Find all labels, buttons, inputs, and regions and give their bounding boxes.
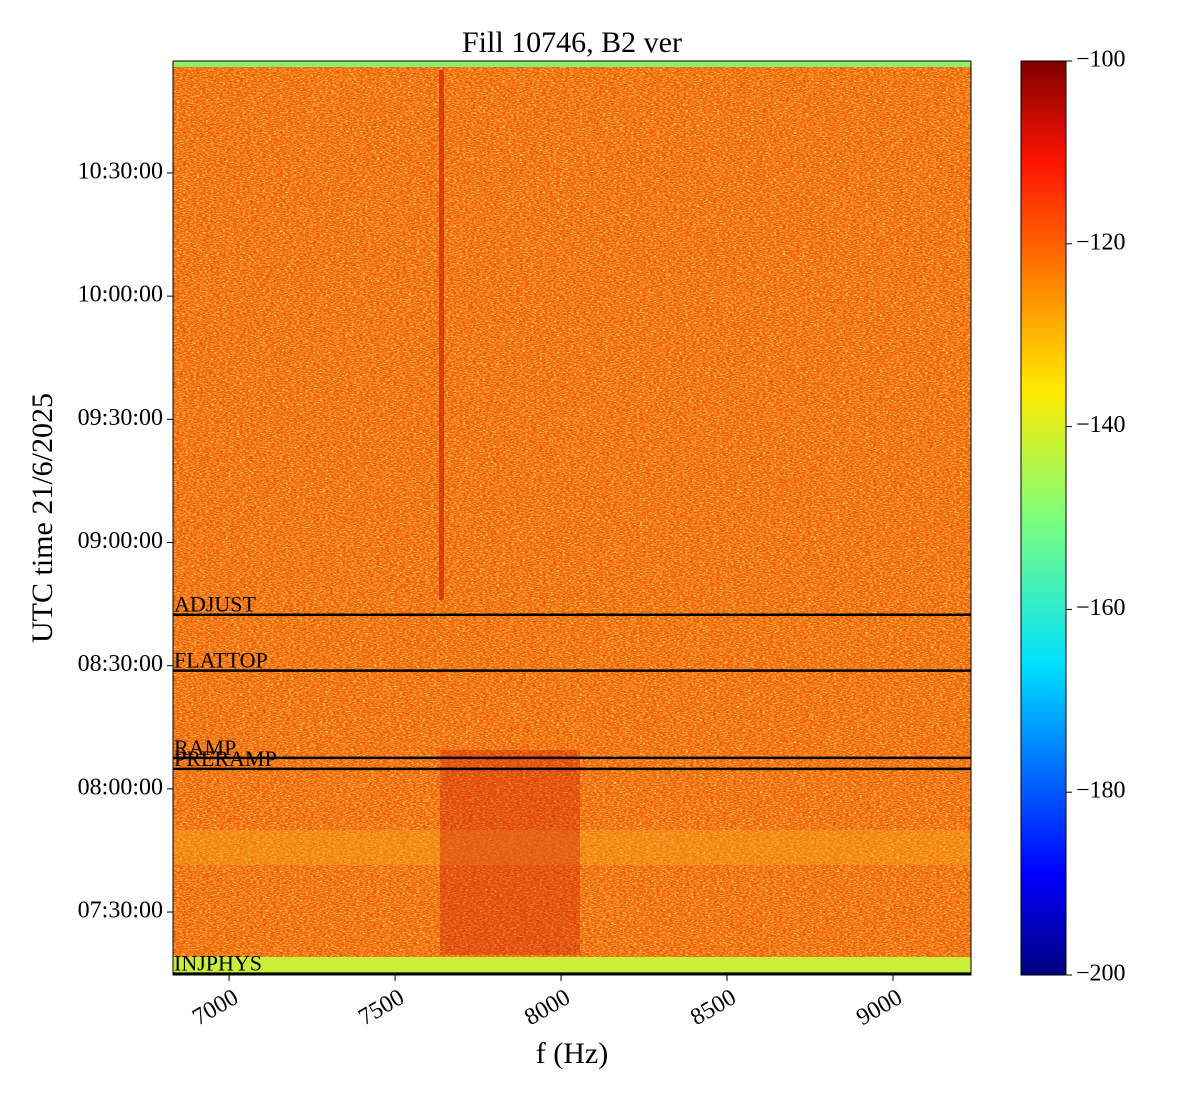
mode-label: RAMP xyxy=(174,735,236,760)
colorbar-tick-label: −180 xyxy=(1076,778,1126,804)
y-tick-label: 09:00:00 xyxy=(78,528,163,554)
y-tick-label: 09:30:00 xyxy=(78,405,163,431)
mode-label: INJPHYS xyxy=(174,951,262,976)
y-tick-label: 10:00:00 xyxy=(78,282,163,308)
x-tick-label: 8000 xyxy=(520,984,575,1031)
x-tick-label: 7500 xyxy=(354,984,409,1031)
y-tick-label: 07:30:00 xyxy=(78,898,163,924)
colorbar-tick-label: −200 xyxy=(1076,961,1126,987)
chart-title: Fill 10746, B2 ver xyxy=(462,26,682,59)
y-tick-label: 10:30:00 xyxy=(78,158,163,184)
plot-frame xyxy=(172,60,972,976)
x-axis-label: f (Hz) xyxy=(536,1037,608,1070)
mode-label: FLATTOP xyxy=(174,648,268,673)
colorbar-tick-label: −160 xyxy=(1076,595,1126,621)
spectrogram-image xyxy=(173,61,971,975)
x-tick-label: 9000 xyxy=(852,984,907,1031)
y-tick-label: 08:00:00 xyxy=(78,774,163,800)
colorbar-tick-label: −120 xyxy=(1076,229,1126,255)
colorbar-tick-label: −100 xyxy=(1076,47,1126,73)
mode-label: PRERAMP xyxy=(174,746,277,771)
y-tick-label: 08:30:00 xyxy=(78,651,163,677)
colorbar xyxy=(1020,60,1067,976)
x-tick-label: 8500 xyxy=(686,984,741,1031)
mode-label: ADJUST xyxy=(174,592,256,617)
colorbar-tick-label: −140 xyxy=(1076,412,1126,438)
x-tick-label: 7000 xyxy=(188,984,243,1031)
y-axis-label: UTC time 21/6/2025 xyxy=(26,393,59,643)
